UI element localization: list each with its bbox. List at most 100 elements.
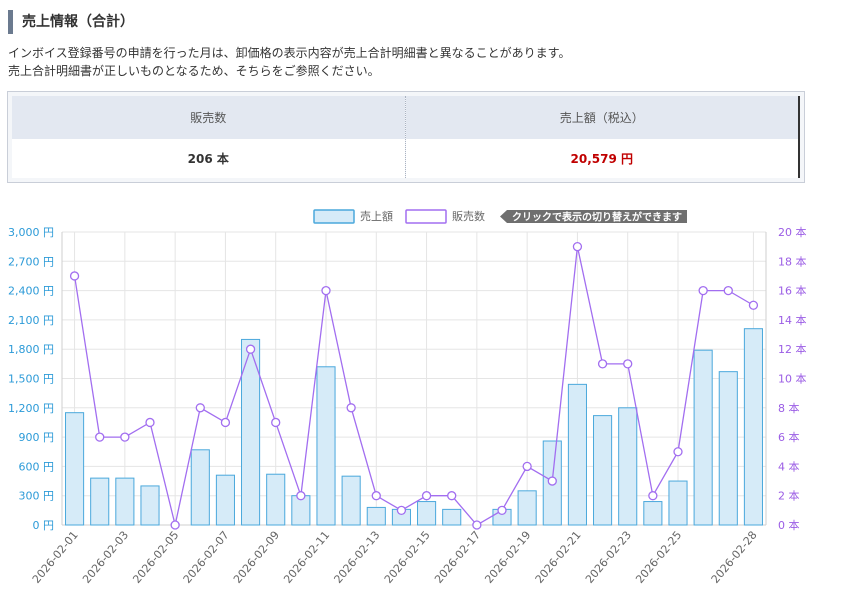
point-sales-count (421, 491, 432, 501)
legend-swatch-count[interactable] (405, 209, 447, 224)
x-tick-label: 2026-02-23 (583, 529, 634, 586)
y-tick-label-right: 2 本 (778, 489, 800, 503)
x-tick-label: 2026-02-09 (231, 529, 282, 586)
point-sales-count (597, 359, 608, 369)
legend-hint: クリックで表示の切り替えができます (500, 210, 687, 224)
y-tick-label-right: 4 本 (778, 459, 800, 473)
bar-sales-amount (693, 349, 713, 526)
point-sales-count (296, 491, 306, 501)
sales-chart: 売上額 販売数 クリックで表示の切り替えができます 0 円 0 本 300 円 2 本… (8, 209, 807, 586)
x-tick-label: 2026-02-13 (332, 529, 383, 586)
point-sales-count (698, 285, 708, 296)
y-tick-label-right: 12 本 (778, 342, 807, 356)
sales-amount-header: 売上額（税込） (405, 96, 798, 139)
bar-sales-amount (517, 490, 537, 526)
sales-count-header: 販売数 (12, 96, 405, 139)
point-sales-count (120, 432, 130, 442)
bar-sales-amount (668, 480, 688, 526)
point-sales-count (396, 505, 407, 516)
sales-amount-value: 20,579 円 (405, 139, 798, 178)
y-tick-label-right: 0 本 (778, 518, 800, 532)
point-sales-count (95, 432, 105, 442)
point-sales-count (748, 300, 759, 310)
y-tick-label-right: 14 本 (778, 313, 807, 327)
point-sales-count (321, 285, 331, 296)
x-tick-label: 2026-02-19 (482, 529, 533, 586)
point-sales-count (170, 520, 180, 530)
bar-sales-amount (90, 477, 110, 526)
legend-hint-badge (500, 210, 687, 223)
sales-count-column: 販売数 206 本 (12, 96, 405, 178)
line-sales-count (73, 246, 754, 526)
sales-count-value: 206 本 (12, 139, 405, 178)
bar-sales-amount (266, 473, 286, 526)
bar-sales-amount (115, 477, 135, 526)
bar-sales-amount (618, 407, 638, 526)
legend-item-amount[interactable]: 売上額 (313, 209, 393, 224)
bar-sales-amount (718, 371, 738, 526)
bar-sales-amount (140, 485, 160, 526)
bar-sales-amount (366, 506, 386, 526)
y-tick-label-left: 2,100 円 (8, 314, 54, 327)
x-tick-label: 2026-02-17 (432, 529, 483, 586)
y-tick-label-left: 2,400 円 (8, 285, 54, 298)
point-sales-count (497, 505, 507, 516)
y-tick-label-left: 2,700 円 (8, 255, 54, 268)
notice-text: インボイス登録番号の申請を行った月は、卸価格の表示内容が売上合計明細書と異なるこ… (8, 44, 570, 80)
x-tick-label: 2026-02-05 (130, 529, 181, 586)
legend-item-count[interactable]: 販売数 (405, 209, 485, 224)
point-sales-count (371, 491, 381, 501)
point-sales-count (220, 417, 231, 428)
y-tick-label-right: 16 本 (778, 284, 807, 298)
bar-sales-amount (593, 415, 613, 526)
y-tick-label-left: 1,200 円 (8, 402, 54, 415)
bar-sales-amount (215, 474, 235, 526)
sales-amount-column: 売上額（税込） 20,579 円 (404, 96, 798, 178)
notice-line-1: インボイス登録番号の申請を行った月は、卸価格の表示内容が売上合計明細書と異なるこ… (8, 46, 571, 60)
summary-inner: 販売数 206 本 売上額（税込） 20,579 円 (12, 96, 800, 178)
legend-swatch-amount[interactable] (313, 209, 355, 224)
point-sales-count (195, 403, 205, 413)
bar-sales-amount (743, 328, 763, 526)
legend-label-amount[interactable]: 売上額 (360, 210, 393, 223)
y-tick-label-left: 900 円 (19, 431, 55, 444)
bar-sales-amount (643, 501, 663, 526)
bar-sales-amount (241, 338, 261, 526)
point-sales-count (245, 344, 256, 354)
x-tick-label: 2026-02-21 (533, 529, 584, 586)
x-tick-label: 2026-02-03 (80, 529, 131, 586)
point-sales-count (648, 491, 658, 501)
point-sales-count (447, 491, 457, 501)
x-tick-label: 2026-02-28 (709, 529, 760, 586)
y-tick-label-right: 18 本 (778, 254, 807, 268)
x-tick-label: 2026-02-15 (382, 529, 433, 586)
y-tick-label-right: 10 本 (778, 372, 807, 386)
y-tick-label-left: 300 円 (19, 490, 55, 503)
bar-sales-amount (341, 475, 361, 526)
point-sales-count (346, 403, 356, 413)
notice-line-2: 売上合計明細書が正しいものとなるため、そちらをご参照ください。 (8, 64, 380, 78)
y-tick-label-right: 6 本 (778, 430, 800, 444)
point-sales-count (145, 417, 155, 428)
y-tick-label-right: 20 本 (778, 225, 807, 239)
x-tick-label: 2026-02-01 (30, 529, 81, 586)
point-sales-count (623, 359, 633, 369)
x-tick-label: 2026-02-11 (281, 529, 332, 586)
x-tick-label: 2026-02-25 (633, 529, 684, 586)
bar-sales-amount (442, 508, 462, 526)
section-title: 売上情報（合計） (8, 10, 134, 34)
y-tick-label-right: 8 本 (778, 401, 800, 415)
point-sales-count (472, 520, 482, 530)
chart-legend: 売上額 販売数 クリックで表示の切り替えができます (313, 209, 687, 224)
summary-table: 販売数 206 本 売上額（税込） 20,579 円 (7, 91, 805, 183)
legend-label-count[interactable]: 販売数 (452, 210, 485, 223)
bar-sales-amount (316, 366, 336, 526)
point-sales-count (673, 447, 683, 457)
chart-plot-area: 0 円 0 本 300 円 2 本 600 円 4 本 900 円 6 本 1,200 円 8 本… (8, 225, 807, 586)
point-sales-count (572, 242, 583, 252)
y-tick-label-left: 1,800 円 (8, 343, 54, 356)
point-sales-count (522, 461, 532, 472)
bar-sales-amount (417, 501, 437, 526)
y-tick-label-left: 600 円 (19, 460, 55, 473)
y-tick-label-left: 3,000 円 (8, 226, 54, 239)
